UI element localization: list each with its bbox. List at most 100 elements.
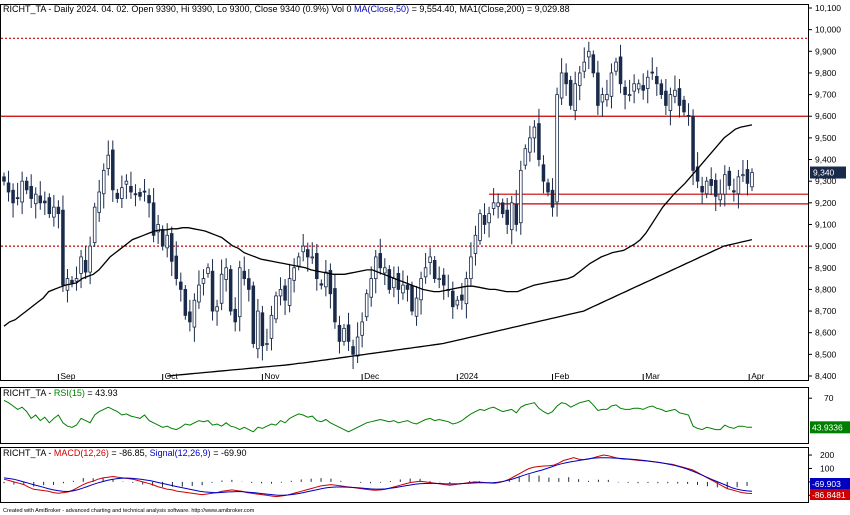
month-label: Feb [555,371,570,381]
macd-line-signal [3,457,753,496]
candle-body [564,72,568,85]
candle-body [228,269,233,312]
candle-body [691,115,695,171]
price-tick-label: 9,900 [815,46,837,56]
candle-body [333,288,337,323]
ma200-line [167,238,753,377]
candle-body [428,256,432,263]
candle-body [618,56,623,85]
candle-body [682,99,686,113]
candle-body [165,234,169,249]
candle-body [20,180,24,203]
candle-body [328,269,333,295]
candle-body [24,180,29,191]
candle-body [15,197,20,200]
last-price-label: 9,340 [813,168,835,178]
rsi-last-badge [810,421,850,434]
candle-body [138,192,142,197]
candle-body [97,191,101,213]
candle-body [183,289,188,316]
candle-body [29,185,33,199]
candle-body [355,336,360,357]
candle-body [120,187,124,199]
candle-body [745,169,750,184]
candle-body [405,284,410,290]
candle-body [632,83,636,92]
macd-last-badge [810,489,850,500]
price-tick-label: 9,000 [815,241,837,251]
candle-body [469,256,473,279]
candle-body [52,206,56,218]
candle-body [61,209,65,286]
candle-body [6,182,11,193]
pane-frame [0,387,809,444]
candle-body [43,200,47,204]
candle-body [500,202,505,215]
candle-body [532,126,537,139]
price-tick-label: 9,800 [815,68,837,78]
candle-body [645,76,650,89]
pane-title: RICHT_TA - MACD(12,26) = -86.85, Signal(… [3,448,246,458]
candle-body [451,290,455,308]
month-label: 2024 [459,371,478,381]
candle-body [723,174,727,195]
candle-body [437,278,441,280]
candle-body [732,190,736,193]
candle-body [582,61,587,72]
pane-title: RICHT_TA - RSI(15) = 43.93 [3,388,118,398]
candle-body [396,272,401,290]
candle-body [673,89,677,97]
candle-body [124,180,129,185]
candle-body [224,267,228,280]
title-part: = -86.85, [109,448,150,458]
candle-body [387,269,392,290]
title-part: RSI(15) [54,388,85,398]
candle-body [655,76,659,85]
candle-body [305,249,310,258]
candle-body [441,274,446,286]
candle-body [750,172,754,188]
candle-body [156,224,160,233]
candle-body [251,285,256,344]
pane-title: RICHT_TA - Daily 2024. 04. 02. Open 9390… [3,4,570,14]
candle-body [713,179,718,197]
footer-credit: Created with AmiBroker - advanced charti… [3,508,255,514]
macd-tick-label: 100 [820,463,834,473]
candle-body [74,278,79,282]
candle-body [169,233,174,262]
candle-body [718,193,723,201]
price-tick-label: 8,800 [815,284,837,294]
candle-body [301,245,305,253]
candle-body [700,185,704,193]
title-part: RICHT_TA - Daily 2024. 04. 02. Open 9390… [3,4,354,14]
candle-body [695,166,700,182]
candle-body [129,185,133,193]
candle-body [197,284,201,303]
candle-body [147,195,151,204]
candle-body [342,327,346,342]
candle-body [133,193,138,196]
last-price-badge [810,166,846,179]
candle-body [727,170,732,186]
candle-body [346,324,351,342]
price-tick-label: 9,400 [815,155,837,165]
candle-body [179,281,183,290]
title-part: RICHT_TA - [3,448,54,458]
pane-frame [0,4,809,381]
title-part: = -69.90 [211,448,247,458]
candle-body [600,94,605,103]
candle-body [650,71,655,74]
month-label: Apr [751,371,764,381]
title-part: MA1(Close,200) [459,4,524,14]
candle-body [414,297,419,317]
rsi-line [3,399,752,433]
candle-body [546,182,550,193]
candle-body [704,180,709,195]
candle-body [686,114,691,117]
candle-body [482,214,487,225]
candle-body [283,285,287,301]
candle-body [319,283,324,286]
title-part: = 9,029.88 [524,4,569,14]
candle-body [315,253,319,279]
